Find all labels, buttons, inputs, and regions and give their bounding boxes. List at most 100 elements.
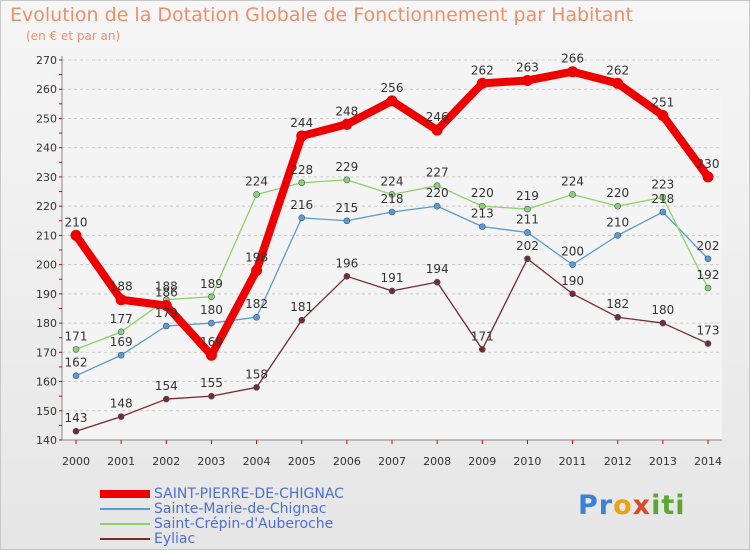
y-tick-label: 260 [36, 83, 57, 96]
x-tick-label: 2008 [423, 455, 451, 468]
data-label: 158 [245, 367, 268, 381]
legend-label: Eyliac [154, 530, 196, 547]
legend-swatch [100, 522, 150, 525]
data-label: 262 [606, 63, 629, 77]
data-point [659, 319, 667, 327]
y-tick-label: 200 [36, 259, 57, 272]
data-label: 192 [697, 268, 720, 282]
data-point [205, 349, 217, 361]
y-tick-label: 150 [36, 405, 57, 418]
data-label: 186 [155, 286, 178, 300]
data-label: 191 [381, 271, 404, 285]
data-label: 171 [471, 329, 494, 343]
data-point [476, 77, 488, 89]
data-label: 179 [155, 306, 178, 320]
data-point [208, 392, 215, 400]
data-label: 251 [651, 96, 674, 110]
data-label: 177 [110, 312, 133, 326]
data-point [569, 290, 576, 298]
data-point [298, 214, 306, 222]
data-point [569, 261, 576, 268]
logo-part-3: x [632, 490, 652, 521]
data-point [478, 346, 486, 353]
data-point [296, 130, 308, 142]
data-label: 210 [606, 215, 629, 229]
data-point [524, 205, 531, 213]
data-label: 173 [697, 324, 720, 338]
data-label: 218 [651, 192, 674, 206]
data-label: 244 [290, 116, 313, 130]
x-tick-label: 2003 [197, 455, 225, 468]
data-point [341, 118, 353, 130]
data-point [659, 194, 667, 201]
line-chart: 140 150 160 170 180 190 200 210 220 230 240 250 260 2… [36, 52, 722, 468]
x-tick-label: 2006 [333, 455, 361, 468]
data-point [343, 176, 351, 184]
y-tick-label: 180 [36, 317, 57, 330]
data-point [704, 255, 712, 263]
data-point [162, 322, 170, 330]
data-label: 194 [426, 262, 449, 276]
x-tick-label: 2011 [559, 455, 587, 468]
data-label: 219 [516, 189, 539, 203]
legend-swatch [100, 537, 150, 540]
data-point [117, 328, 125, 336]
data-point [433, 278, 441, 286]
data-point [702, 171, 714, 183]
data-point [524, 255, 531, 263]
data-point [659, 208, 667, 216]
y-tick-label: 270 [36, 54, 57, 67]
data-point [614, 232, 622, 239]
data-label: 188 [155, 280, 178, 294]
data-point [72, 346, 80, 353]
data-label: 224 [245, 174, 268, 188]
data-point [612, 77, 624, 89]
data-label: 227 [426, 166, 449, 180]
data-point [657, 110, 669, 122]
legend-item: Saint-Crépin-d'Auberoche [100, 515, 344, 532]
data-point [433, 182, 441, 189]
data-point [343, 273, 351, 280]
data-label: 229 [335, 160, 358, 174]
data-point [569, 191, 576, 198]
data-label: 198 [245, 250, 268, 264]
data-label: 248 [335, 104, 358, 118]
logo-part-2: o [613, 490, 633, 521]
data-label: 228 [290, 163, 313, 177]
legend-label: Sainte-Marie-de-Chignac [154, 500, 327, 517]
data-point [433, 202, 441, 210]
y-tick-label: 250 [36, 112, 57, 125]
data-label: 266 [561, 52, 584, 66]
data-point [478, 223, 486, 230]
data-label: 143 [65, 411, 88, 425]
y-tick-label: 230 [36, 171, 57, 184]
x-tick-label: 2010 [513, 455, 541, 468]
data-label: 171 [65, 329, 88, 343]
data-label: 189 [200, 277, 223, 291]
data-point [70, 229, 82, 241]
data-point [388, 287, 396, 295]
logo-part-1: Pr [578, 490, 614, 521]
data-label: 213 [471, 207, 494, 221]
data-label: 180 [651, 303, 674, 317]
data-point [115, 294, 127, 306]
data-point [524, 229, 531, 236]
data-point [567, 66, 579, 78]
data-point [72, 372, 80, 379]
y-tick-label: 190 [36, 288, 57, 301]
x-tick-label: 2001 [107, 455, 135, 468]
data-point [478, 202, 486, 210]
data-point [343, 217, 351, 225]
data-label: 262 [471, 63, 494, 77]
chart-title: Evolution de la Dotation Globale de Fonc… [10, 4, 633, 26]
data-point [298, 316, 306, 324]
data-label: 256 [381, 81, 404, 95]
data-label: 230 [697, 157, 720, 171]
data-point [208, 293, 215, 301]
legend-swatch [100, 507, 150, 510]
y-tick-label: 210 [36, 229, 57, 242]
data-point [253, 384, 260, 391]
x-tick-label: 2009 [468, 455, 496, 468]
legend-label: Saint-Crépin-d'Auberoche [154, 515, 334, 532]
chart-subtitle: (en € et par an) [26, 29, 121, 43]
